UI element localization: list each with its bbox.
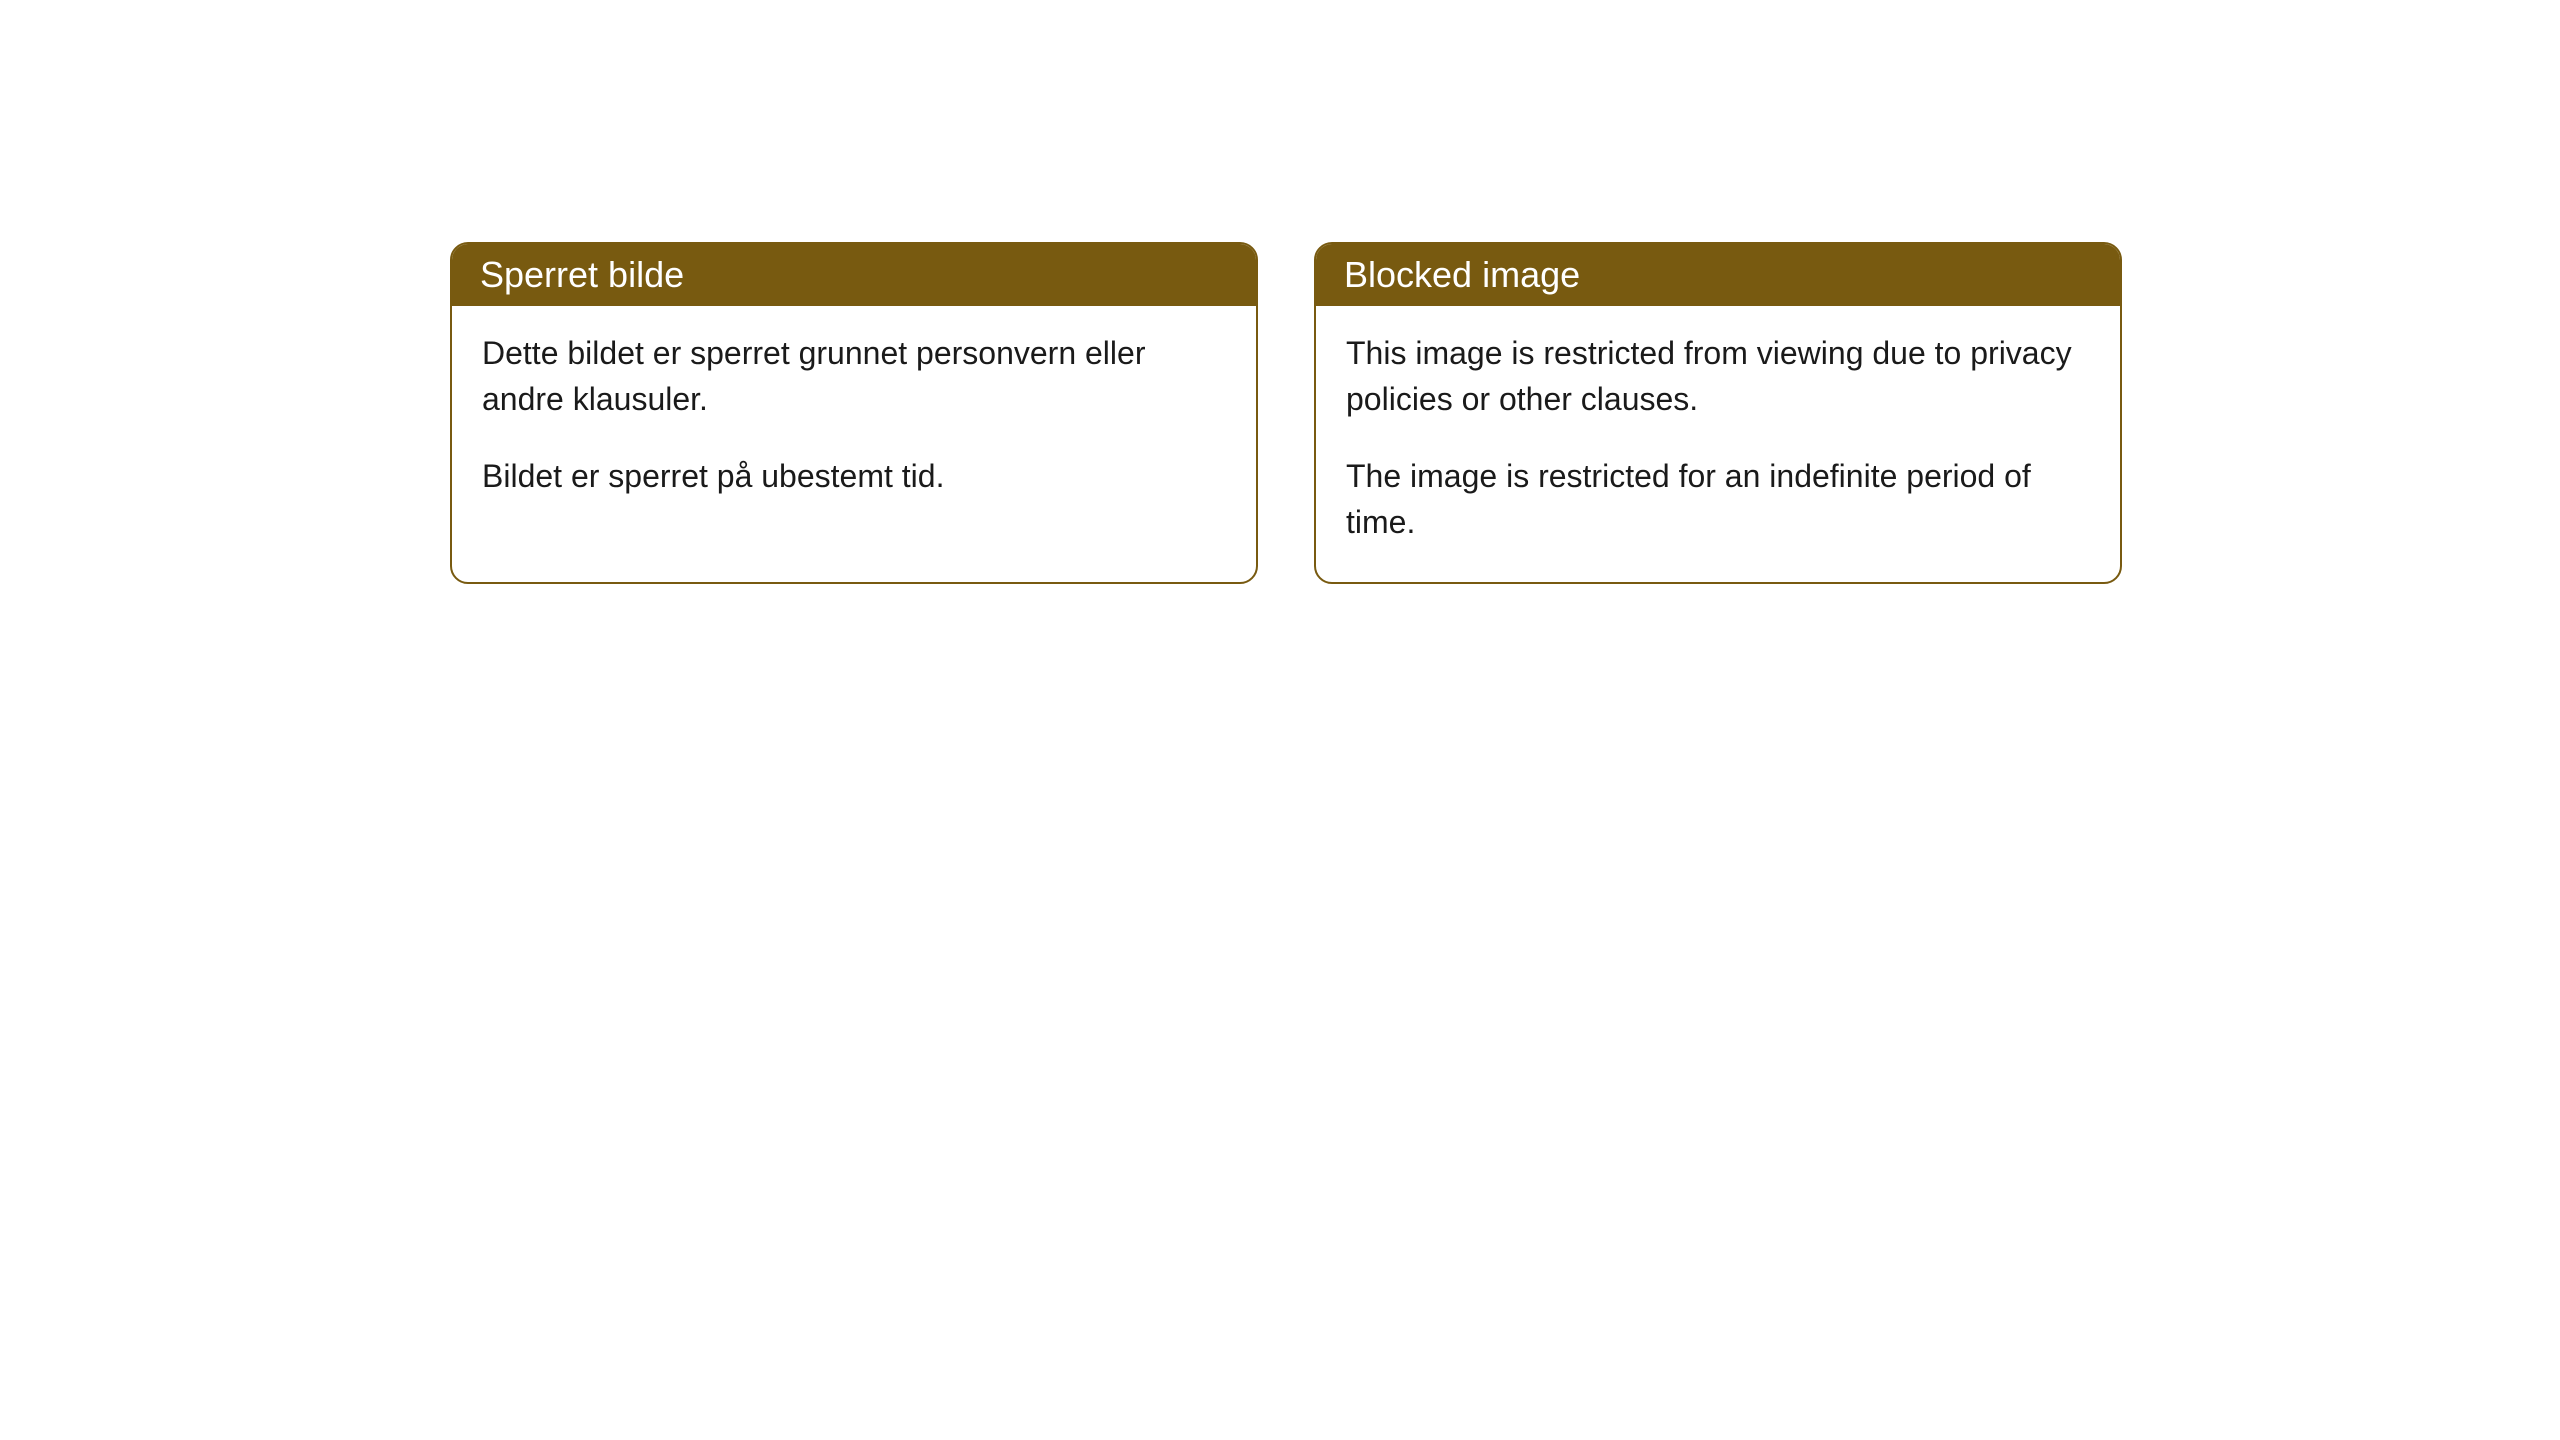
- notice-cards-container: Sperret bilde Dette bildet er sperret gr…: [450, 242, 2122, 584]
- notice-card-english: Blocked image This image is restricted f…: [1314, 242, 2122, 584]
- card-body-norwegian: Dette bildet er sperret grunnet personve…: [452, 306, 1256, 535]
- card-paragraph: The image is restricted for an indefinit…: [1346, 453, 2090, 546]
- card-paragraph: This image is restricted from viewing du…: [1346, 330, 2090, 423]
- card-body-english: This image is restricted from viewing du…: [1316, 306, 2120, 582]
- card-paragraph: Dette bildet er sperret grunnet personve…: [482, 330, 1226, 423]
- notice-card-norwegian: Sperret bilde Dette bildet er sperret gr…: [450, 242, 1258, 584]
- card-title: Blocked image: [1344, 254, 1580, 295]
- card-header-norwegian: Sperret bilde: [452, 244, 1256, 306]
- card-header-english: Blocked image: [1316, 244, 2120, 306]
- card-title: Sperret bilde: [480, 254, 684, 295]
- card-paragraph: Bildet er sperret på ubestemt tid.: [482, 453, 1226, 499]
